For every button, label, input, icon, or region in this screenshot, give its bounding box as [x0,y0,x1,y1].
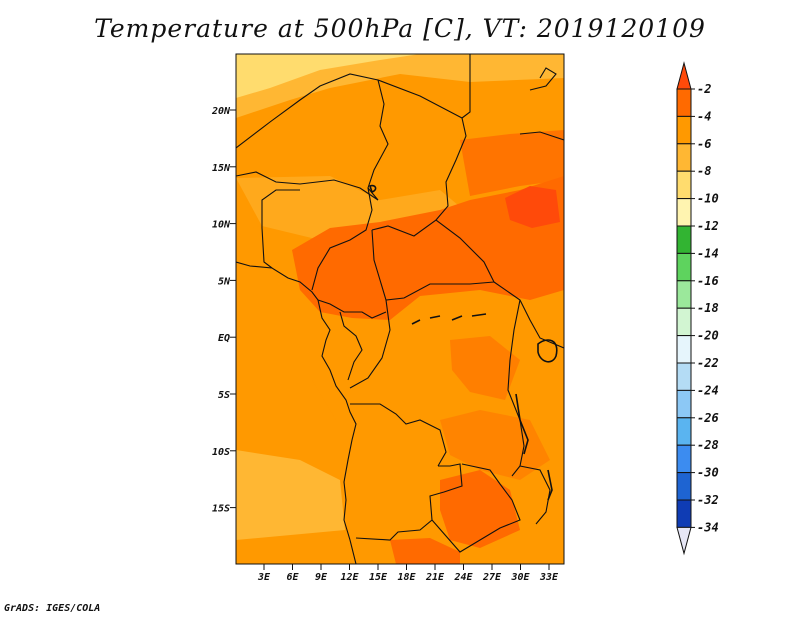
border-congo [339,311,363,381]
colorbar-segment [676,170,692,200]
lon-label: 33E [539,572,559,583]
colorbar-label: -12 [697,219,719,233]
colorbar-label: -28 [697,438,719,452]
colorbar-label: -10 [697,192,719,206]
lat-label: 5S [218,390,230,401]
lake-tanganyika [515,393,529,455]
border-east-africa [493,281,564,349]
border-chad-sudan [435,117,467,221]
border-nigeria-cameroon [311,187,373,291]
river-congo-marks [411,313,487,325]
border-car [371,219,495,283]
lat-label: 15N [212,163,231,174]
colorbar-segment [676,444,692,474]
border-drc-east [507,299,525,477]
border-mozambique [519,465,551,525]
colorbar-segment [676,389,692,419]
colorbar-segment [676,143,692,172]
lake-malawi [547,469,553,501]
lat-label: 20N [211,106,231,117]
longitude-axis: 3E 6E 9E 12E 15E 18E 21E 24E 27E 30E 33E [257,564,559,583]
colorbar-segment [676,307,692,337]
colorbar-segment [676,88,692,117]
border-sudan-east [519,131,564,141]
colorbar-label: -26 [697,411,719,425]
latitude-axis: 20N 15N 10N 5N EQ 5S 10S 15S [211,106,236,515]
colorbar-label: -16 [697,274,719,288]
map-title: Temperature at 500hPa [C], VT: 201912010… [94,14,706,43]
colorbar-segment [676,472,692,501]
colorbar-segment [676,198,692,227]
border-cameroon-gabon [317,299,387,319]
border-angola-zambia [355,463,463,541]
colorbar-label: -32 [697,493,719,507]
colorbar-segment [676,225,692,254]
map-frame [235,53,565,565]
field-west-atlantic [236,226,350,520]
field-south-warm [390,538,460,564]
colorbar-segment [676,499,692,528]
lon-label: 3E [257,572,271,583]
colorbar-label: -18 [697,301,719,315]
colorbar-label: -34 [697,520,719,534]
colorbar-segment [676,335,692,364]
colorbar-segment [676,417,692,446]
colorbar-bottom-arrow [676,526,692,556]
border-car-south [371,229,495,301]
colorbar-segment [676,362,692,391]
colorbar-segment [676,252,692,282]
border-nigeria [261,227,273,269]
colorbar-top-arrow [676,61,692,90]
lon-label: 6E [286,572,299,583]
lon-label: 30E [510,572,530,583]
border-mali-niger [236,171,379,201]
colorbar-segment [676,115,692,145]
lon-label: 15E [369,572,388,583]
border-congo-drc [349,299,391,389]
border-algeria-niger [236,73,463,149]
colorbar-label: -8 [697,164,711,178]
borders [236,54,564,564]
colorbar-segment [676,280,692,309]
colorbar-label: -20 [697,329,719,343]
coastline-west-africa [236,261,357,564]
field-congo-patch [450,336,520,400]
lat-label: 15S [212,504,230,515]
border-libya-egypt [461,54,471,119]
lon-label: 27E [482,572,502,583]
lake-victoria [537,339,558,363]
colorbar-label: -14 [697,246,719,260]
field-east-warm [460,130,564,196]
lat-label: 10S [212,447,230,458]
lon-label: 12E [340,572,359,583]
field-north-light-band [236,54,420,98]
lat-label: 5N [218,276,231,287]
lakes [368,184,558,501]
lon-label: 24E [453,572,473,583]
colorbar-label: -22 [697,356,719,370]
colorbar-label: -30 [697,466,719,480]
field-southwest-light [236,450,345,540]
lat-label: EQ [218,333,230,344]
lon-label: 18E [397,572,416,583]
colorbar: -2 -4 -6 -8 -10 -12 -14 -16 -18 -20 -22 -24 -26 -28 -3… [676,61,719,556]
colorbar-label: -24 [697,383,719,397]
grads-credit: GrADS: IGES/COLA [4,603,101,614]
lon-label: 21E [425,572,445,583]
colorbar-label: -2 [697,82,711,96]
colorbar-label: -4 [697,109,711,123]
border-nigeria-north [261,189,300,228]
coastline-red-sea [529,67,557,91]
border-zambia-east [431,463,521,553]
lake-chad [368,184,377,194]
lon-label: 9E [315,572,328,583]
colorbar-label: -6 [697,137,711,151]
border-drc-angola [350,403,447,467]
temperature-field [236,54,564,564]
field-hot-spot [505,186,560,228]
lat-label: 10N [212,220,231,231]
